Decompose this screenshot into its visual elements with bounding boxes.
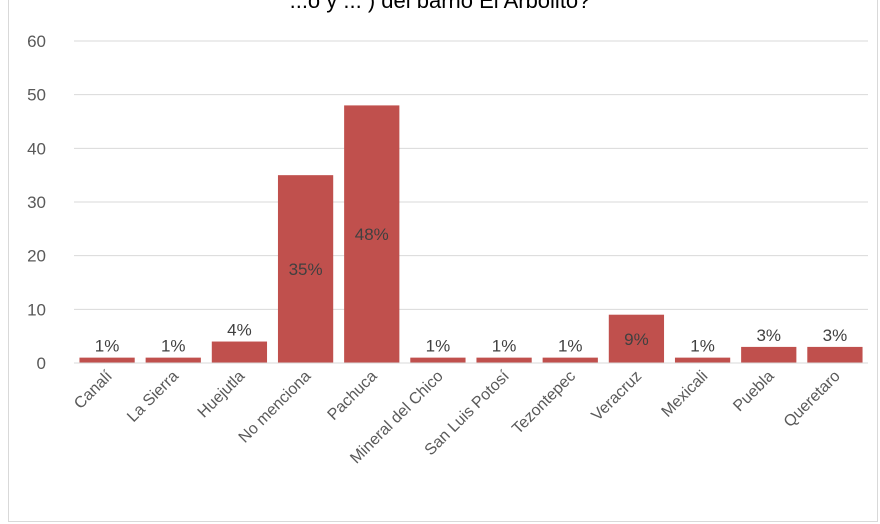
- category-label: Mexicali: [659, 368, 712, 421]
- bar: [145, 357, 201, 363]
- data-label: 1%: [426, 337, 451, 356]
- category-label: Huejutla: [195, 368, 249, 422]
- data-label: 1%: [161, 337, 186, 356]
- y-tick-label: 50: [27, 86, 46, 105]
- chart-title: ...o y ... ) del barrio El Arbolito?: [289, 0, 591, 13]
- y-tick-label: 60: [27, 32, 46, 51]
- category-label: Tezontepec: [509, 368, 579, 438]
- category-label: Queretaro: [781, 368, 844, 431]
- bar: [674, 357, 731, 363]
- bar: [608, 314, 665, 363]
- bar: [79, 357, 135, 363]
- y-tick-label: 30: [27, 193, 46, 212]
- y-tick-label: 0: [37, 354, 46, 373]
- category-label: Veracruz: [589, 368, 646, 425]
- bar: [277, 175, 334, 363]
- data-label: 1%: [558, 337, 583, 356]
- category-label: Canalí: [71, 367, 116, 412]
- y-axis-ticks: 0 10 20 30 40 50 60: [27, 32, 46, 373]
- bar: [410, 357, 466, 363]
- data-label: 1%: [690, 337, 715, 356]
- y-tick-label: 20: [27, 247, 46, 266]
- gridlines: [74, 40, 868, 310]
- data-label: 9%: [624, 330, 649, 349]
- data-label: 3%: [756, 326, 781, 345]
- bars: [79, 105, 863, 364]
- bar: [476, 357, 532, 363]
- data-label: 1%: [95, 337, 120, 356]
- y-tick-label: 40: [27, 139, 46, 158]
- data-label: 4%: [227, 321, 252, 340]
- bar: [807, 346, 863, 363]
- data-labels: 1% 1% 4% 35% 48% 1% 1% 1% 9% 1% 3% 3%: [95, 225, 847, 355]
- y-tick-label: 10: [27, 300, 46, 319]
- data-label: 1%: [492, 337, 517, 356]
- bar: [344, 105, 400, 364]
- data-label: 35%: [289, 260, 323, 279]
- category-label: Puebla: [730, 368, 777, 415]
- bar: [542, 357, 598, 363]
- data-label: 3%: [823, 326, 848, 345]
- category-label: Pachuca: [325, 368, 381, 424]
- chart-frame: [8, 0, 878, 522]
- bar: [211, 341, 268, 363]
- category-label: La Sierra: [124, 368, 182, 426]
- bar: [741, 346, 797, 363]
- data-label: 48%: [355, 225, 389, 244]
